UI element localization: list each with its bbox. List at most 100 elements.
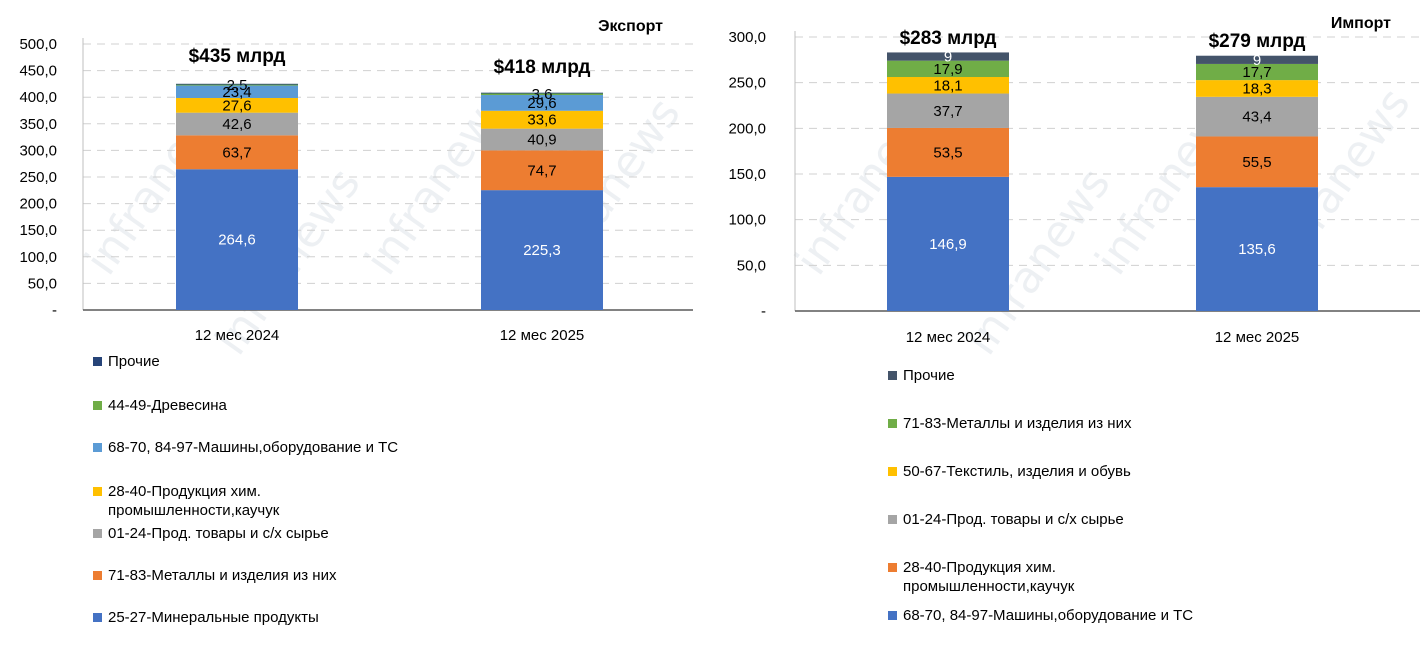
- import-data-label: 18,3: [1242, 80, 1271, 97]
- legend-label: Прочие: [903, 367, 955, 384]
- import-data-label: 53,5: [933, 144, 962, 161]
- export-bar-segment: [176, 83, 298, 85]
- import-bar-segment: [1196, 80, 1318, 97]
- legend-item: Прочие: [888, 366, 1308, 385]
- export-chart-title: Экспорт: [598, 18, 663, 35]
- export-bar-segment: [176, 85, 298, 98]
- import-bar-segment: [1196, 63, 1318, 81]
- export-y-tick-label: 300,0: [19, 142, 57, 159]
- legend-label: 01-24-Прод. товары и с/х сырье: [108, 525, 329, 542]
- import-bar-segment: [1196, 55, 1318, 64]
- export-total-label: $435 млрд: [189, 46, 286, 67]
- legend-label: 71-83-Металлы и изделия из них: [108, 567, 337, 584]
- import-bar-segment: [887, 52, 1009, 61]
- legend-swatch: [888, 419, 897, 428]
- import-y-tick-label: 200,0: [728, 120, 766, 137]
- import-chart-title: Импорт: [1331, 15, 1391, 32]
- export-data-label: 264,6: [218, 232, 256, 249]
- export-legend: Прочие 44-49-Древесина 68-70, 84-97-Машины…: [93, 352, 523, 642]
- export-y-tick-label: 450,0: [19, 63, 57, 80]
- legend-swatch: [93, 613, 102, 622]
- legend-item: 25-27-Минеральные продукты: [93, 608, 513, 627]
- import-data-label: 18,1: [933, 77, 962, 94]
- legend-swatch: [888, 611, 897, 620]
- import-data-label: 9: [1253, 52, 1261, 69]
- import-category-label: 12 мес 2025: [1215, 329, 1300, 346]
- legend-item: 28-40-Продукция хим. промышленности,кауч…: [93, 482, 513, 520]
- export-bar-segment: [176, 84, 298, 86]
- export-bar-segment: [481, 150, 603, 191]
- export-y-tick-label: 100,0: [19, 249, 57, 266]
- export-category-label: 12 мес 2024: [195, 327, 280, 344]
- legend-item: 71-83-Металлы и изделия из них: [888, 414, 1308, 433]
- legend-label: Прочие: [108, 353, 160, 370]
- import-data-label: 17,7: [1242, 64, 1271, 81]
- legend-item: 50-67-Текстиль, изделия и обувь: [888, 462, 1308, 481]
- import-data-label: 146,9: [929, 236, 967, 253]
- export-bar-segment: [481, 190, 603, 310]
- export-bar-segment: [176, 169, 298, 310]
- legend-swatch: [888, 467, 897, 476]
- export-y-tick-label: 250,0: [19, 169, 57, 186]
- import-data-label: 135,6: [1238, 241, 1276, 258]
- legend-swatch: [93, 571, 102, 580]
- import-y-tick-label: 150,0: [728, 166, 766, 183]
- import-data-label: 9: [944, 49, 952, 66]
- export-data-label: 42,6: [222, 116, 251, 133]
- legend-label: 28-40-Продукция хим. промышленности,кауч…: [903, 559, 1075, 595]
- legend-item: 68-70, 84-97-Машины,оборудование и ТС: [93, 438, 513, 457]
- import-y-tick-label: -: [761, 303, 766, 320]
- import-data-label: 17,9: [933, 61, 962, 78]
- legend-item: 01-24-Прод. товары и с/х сырье: [93, 524, 513, 543]
- export-data-label: 23,4: [222, 84, 251, 101]
- legend-label: 68-70, 84-97-Машины,оборудование и ТС: [903, 607, 1194, 624]
- legend-label: 01-24-Прод. товары и с/х сырье: [903, 511, 1124, 528]
- legend-swatch: [888, 563, 897, 572]
- legend-swatch: [93, 357, 102, 366]
- export-y-tick-label: -: [52, 302, 57, 319]
- legend-label: 28-40-Продукция хим. промышленности,кауч…: [108, 483, 280, 519]
- export-data-label: 40,9: [527, 132, 556, 149]
- import-bar-segment: [1196, 136, 1318, 188]
- export-total-label: $418 млрд: [494, 57, 591, 78]
- export-data-label: 3,6: [532, 86, 553, 103]
- legend-item: 01-24-Прод. товары и с/х сырье: [888, 510, 1308, 529]
- legend-label: 68-70, 84-97-Машины,оборудование и ТС: [108, 439, 399, 456]
- export-data-label: 2,5: [227, 77, 248, 94]
- export-y-tick-label: 50,0: [28, 275, 57, 292]
- import-bar-segment: [887, 127, 1009, 177]
- legend-item: 28-40-Продукция хим. промышленности,кауч…: [888, 558, 1308, 596]
- import-bar-segment: [1196, 96, 1318, 137]
- import-y-tick-label: 300,0: [728, 29, 766, 46]
- legend-label: 44-49-Древесина: [108, 397, 227, 414]
- export-y-tick-label: 350,0: [19, 116, 57, 133]
- import-total-label: $279 млрд: [1209, 31, 1306, 52]
- legend-swatch: [888, 371, 897, 380]
- export-bar-segment: [176, 97, 298, 113]
- export-data-label: 27,6: [222, 97, 251, 114]
- export-data-label: 74,7: [527, 162, 556, 179]
- import-bar-segment: [1196, 187, 1318, 311]
- import-total-label: $283 млрд: [900, 28, 997, 49]
- import-y-tick-label: 50,0: [737, 257, 766, 274]
- import-bar-segment: [887, 60, 1009, 78]
- legend-swatch: [93, 443, 102, 452]
- export-y-tick-label: 400,0: [19, 89, 57, 106]
- export-bar-segment: [176, 112, 298, 136]
- import-bar-segment: [887, 77, 1009, 94]
- legend-swatch: [888, 515, 897, 524]
- export-data-label: 29,6: [527, 95, 556, 112]
- legend-swatch: [93, 529, 102, 538]
- export-data-label: 225,3: [523, 242, 561, 259]
- import-bar-segment: [887, 176, 1009, 311]
- import-bar-segment: [887, 93, 1009, 128]
- export-category-label: 12 мес 2025: [500, 327, 585, 344]
- export-bar-segment: [481, 92, 603, 94]
- legend-item: 68-70, 84-97-Машины,оборудование и ТС: [888, 606, 1308, 625]
- import-data-label: 55,5: [1242, 154, 1271, 171]
- import-data-label: 37,7: [933, 103, 962, 120]
- legend-label: 71-83-Металлы и изделия из них: [903, 415, 1132, 432]
- legend-swatch: [93, 401, 102, 410]
- export-bar-segment: [481, 110, 603, 129]
